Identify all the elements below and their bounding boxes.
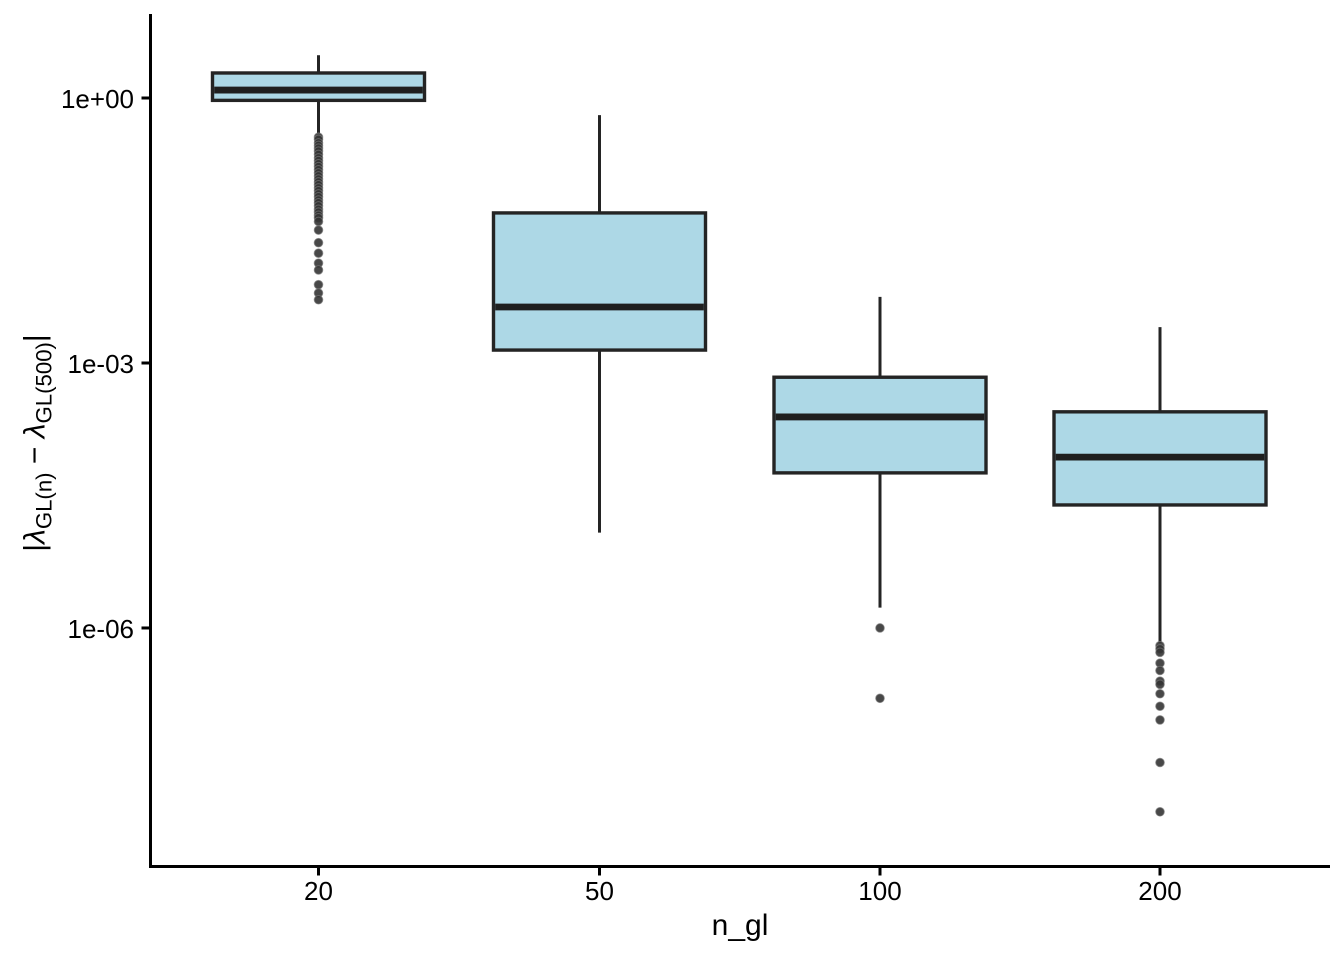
y-title-minus: −	[18, 438, 52, 473]
x-tick-label: 50	[585, 876, 614, 906]
y-title-sub2: GL(500)	[31, 342, 57, 424]
lambda-symbol: λ	[18, 529, 52, 544]
outlier-point	[313, 237, 324, 248]
outlier-point	[313, 248, 324, 258]
outlier-point	[875, 693, 885, 704]
y-axis-title: |λGL(n) − λGL(500)|	[19, 334, 58, 551]
outlier-point	[313, 216, 324, 227]
y-tick-label: 1e+00	[61, 84, 134, 114]
y-tick-label: 1e-06	[68, 614, 135, 644]
outlier-point	[875, 623, 885, 633]
outlier-point	[313, 265, 324, 275]
outlier-point	[1155, 679, 1165, 690]
y-tick-label: 1e-03	[68, 349, 135, 379]
outlier-point	[1155, 715, 1165, 725]
y-title-sub1: GL(n)	[31, 472, 57, 530]
outlier-point	[1155, 806, 1165, 817]
y-title-close-bar: |	[18, 334, 52, 343]
x-tick-label: 200	[1138, 876, 1181, 906]
outlier-point	[313, 279, 324, 290]
x-tick-label: 100	[858, 876, 901, 906]
x-tick-label: 20	[304, 876, 333, 906]
lambda-symbol: λ	[18, 423, 52, 439]
x-axis-title-text: n_gl	[711, 909, 769, 942]
outlier-point	[1155, 688, 1165, 699]
outlier-point	[1155, 757, 1165, 768]
outlier-point	[1155, 665, 1165, 676]
outlier-point	[313, 294, 324, 305]
outlier-point	[313, 225, 324, 235]
box	[772, 375, 988, 475]
outlier-point	[1155, 701, 1165, 712]
x-axis-title: n_gl	[712, 909, 769, 943]
box	[491, 211, 708, 352]
y-title-open-bar: |	[18, 543, 52, 552]
outlier-point	[1155, 647, 1165, 658]
